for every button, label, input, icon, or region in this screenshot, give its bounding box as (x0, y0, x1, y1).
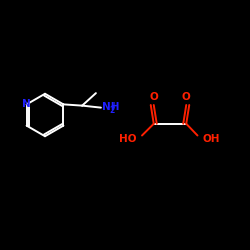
Text: O: O (182, 92, 191, 102)
Text: N: N (22, 99, 31, 110)
Text: O: O (150, 92, 158, 102)
Text: +: + (110, 100, 117, 110)
Text: NH: NH (102, 102, 119, 112)
Text: OH: OH (202, 134, 220, 144)
Text: 2: 2 (109, 106, 114, 115)
Text: HO: HO (120, 134, 137, 144)
